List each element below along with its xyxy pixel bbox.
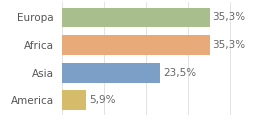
Text: 23,5%: 23,5% (163, 68, 196, 78)
Text: 35,3%: 35,3% (212, 40, 246, 50)
Bar (62, 8, 210, 27)
Bar (62, 90, 86, 110)
Bar (62, 63, 160, 83)
Text: 35,3%: 35,3% (212, 12, 246, 22)
Bar (62, 35, 210, 55)
Text: 5,9%: 5,9% (89, 95, 115, 105)
